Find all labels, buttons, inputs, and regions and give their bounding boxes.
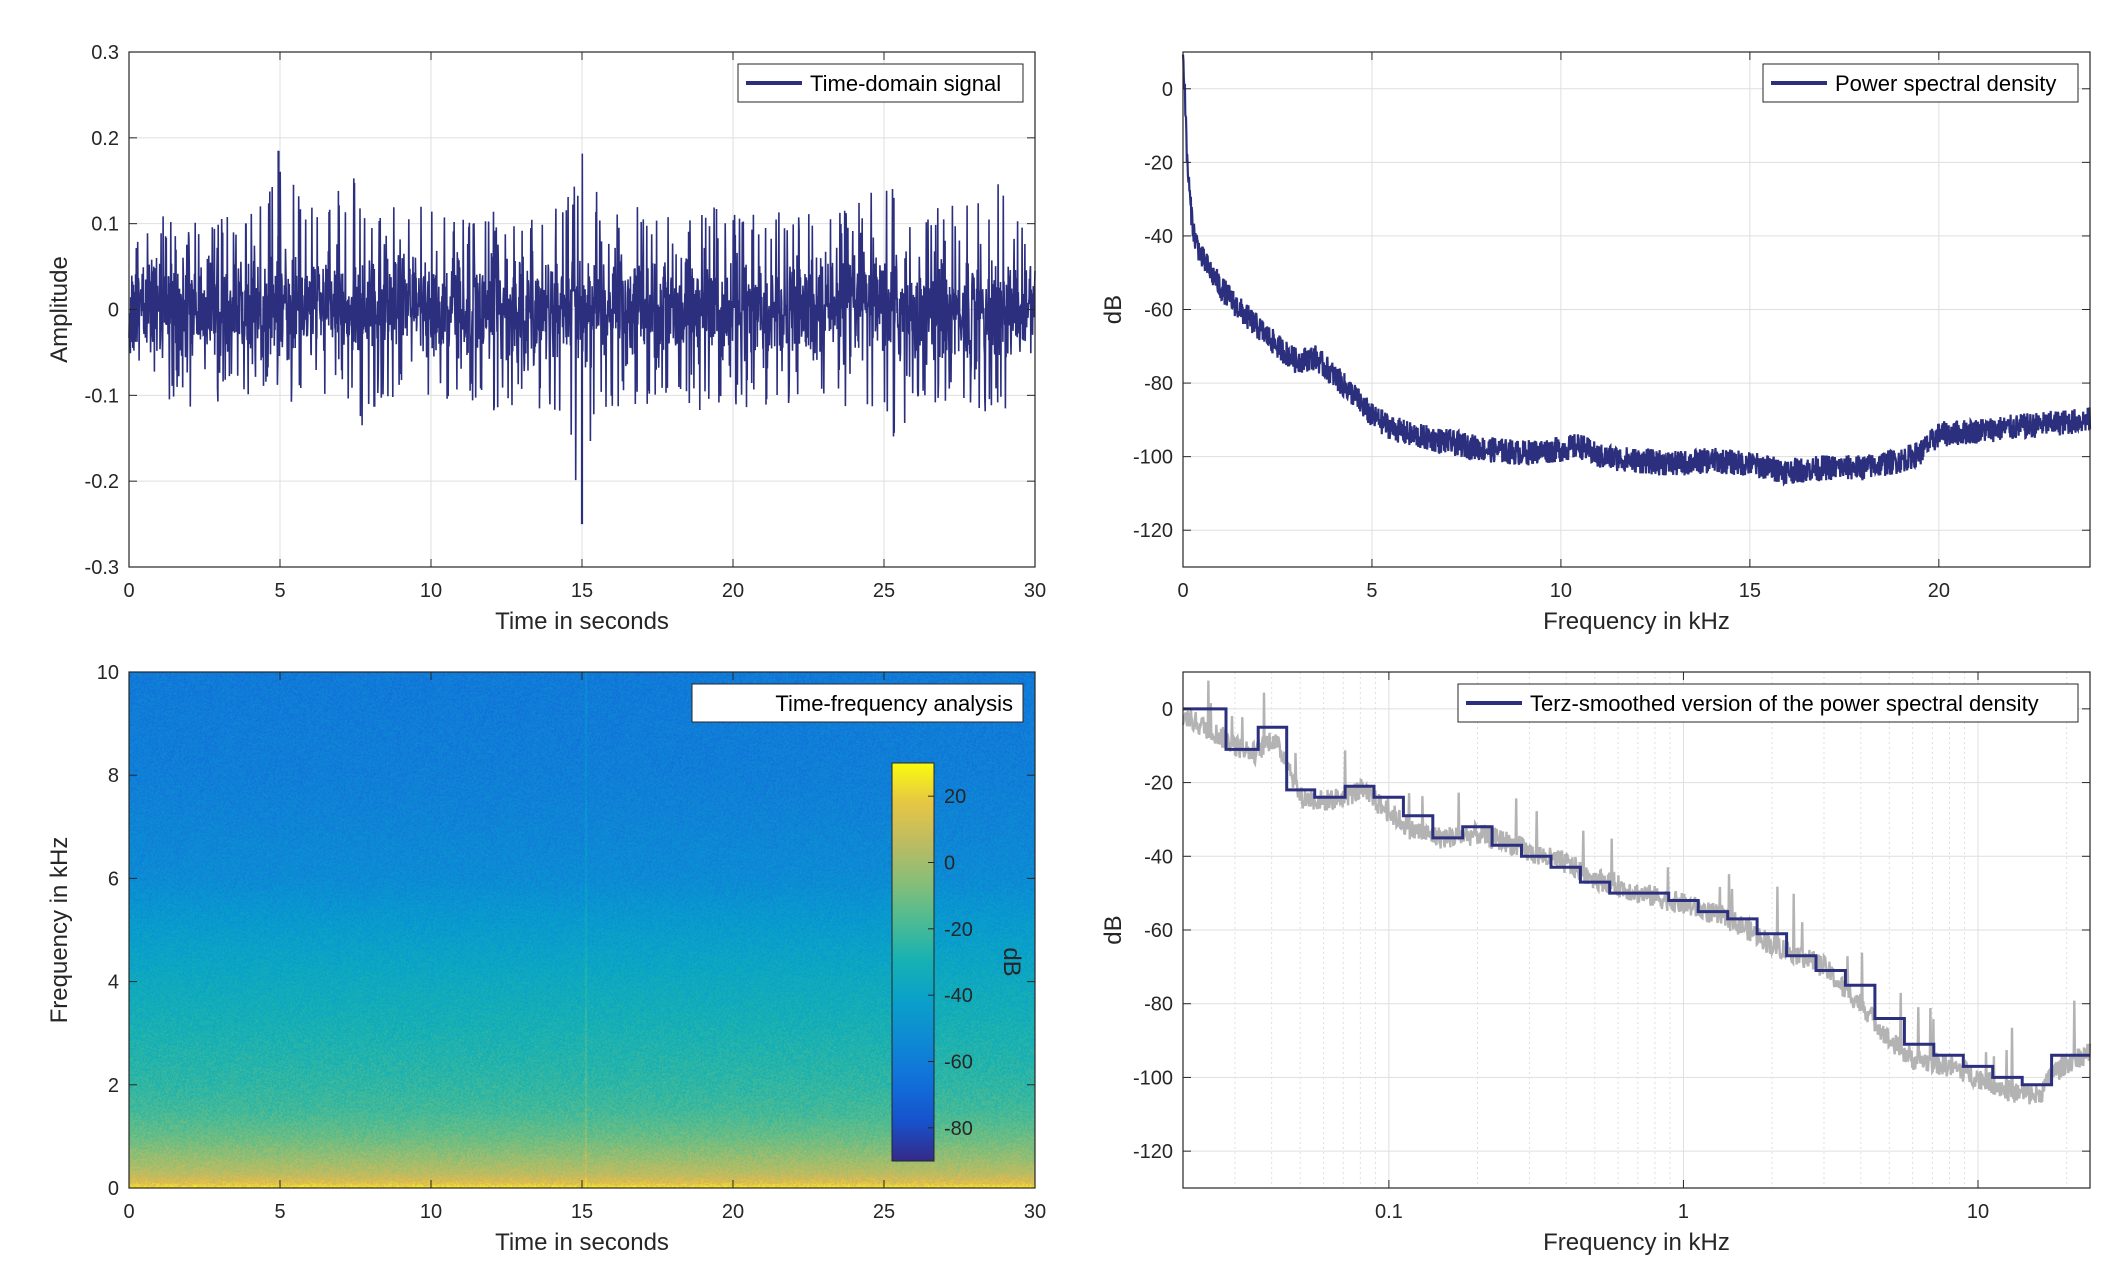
spectrogram-y-axis-label: Frequency in kHz <box>46 837 73 1024</box>
spectrogram-legend: Time-frequency analysis <box>691 683 1024 723</box>
spectrogram-x-tick-label: 15 <box>571 1201 593 1223</box>
psd-linear-legend-label: Power spectral density <box>1835 71 2056 96</box>
time-domain-y-tick-label: -0.3 <box>85 557 119 579</box>
time-domain-y-tick-label: 0.3 <box>91 42 119 64</box>
psd-terz-y-tick-label: -20 <box>1144 773 1173 795</box>
psd-linear-y-tick-label: -60 <box>1144 300 1173 322</box>
colorbar-tick-label: -80 <box>944 1118 973 1140</box>
psd-terz-legend: Terz-smoothed version of the power spect… <box>1457 683 2079 723</box>
spectrogram-y-tick-label: 8 <box>108 765 119 787</box>
colorbar-tick-label: 20 <box>944 786 966 808</box>
colorbar-tick-label: -40 <box>944 985 973 1007</box>
psd-linear-y-axis-label: dB <box>1100 295 1127 324</box>
psd-linear-ticks: 0 5 10 15 20 -120 -100 -80 -60 -40 -20 0 <box>1133 52 2090 602</box>
psd-terz-y-axis-label: dB <box>1100 915 1127 944</box>
time-domain-x-tick-label: 15 <box>571 580 593 602</box>
spectrogram-legend-label: Time-frequency analysis <box>775 691 1013 716</box>
time-domain-y-tick-label: -0.2 <box>85 471 119 493</box>
time-domain-x-axis-label: Time in seconds <box>495 608 669 635</box>
psd-terz-y-tick-label: -40 <box>1144 846 1173 868</box>
colorbar-tick-label: 0 <box>944 853 955 875</box>
psd-linear-x-tick-label: 20 <box>1928 580 1950 602</box>
psd-linear-axes: 0 5 10 15 20 -120 -100 -80 -60 -40 -20 0 Frequency … <box>1100 51 2092 635</box>
time-domain-x-tick-label: 30 <box>1024 580 1046 602</box>
psd-terz-grid <box>1183 672 2090 1188</box>
time-domain-y-tick-label: 0 <box>108 300 119 322</box>
psd-linear-x-tick-label: 15 <box>1739 580 1761 602</box>
psd-terz-axes: 0.1 1 10 -120 -100 -80 -60 -40 -20 0 Frequency in… <box>1100 671 2092 1256</box>
psd-terz-y-tick-label: -100 <box>1133 1067 1173 1089</box>
spectrogram-colorbar: -80 -60 -40 -20 0 20 dB <box>891 762 1025 1162</box>
psd-terz-x-tick-label: 0.1 <box>1375 1201 1403 1223</box>
spectrogram-y-tick-label: 6 <box>108 868 119 890</box>
colorbar-label: dB <box>998 947 1025 976</box>
psd-linear-y-tick-label: -40 <box>1144 226 1173 248</box>
spectrogram-x-tick-label: 5 <box>274 1201 285 1223</box>
time-domain-plot-area <box>128 150 1036 525</box>
psd-linear-line <box>1181 54 2092 487</box>
time-domain-x-tick-label: 25 <box>873 580 895 602</box>
spectrogram-y-tick-label: 0 <box>108 1178 119 1200</box>
spectrogram-x-tick-label: 0 <box>123 1201 134 1223</box>
psd-terz-smoothed-line <box>1183 707 2090 1087</box>
spectrogram-y-tick-label: 4 <box>108 972 119 994</box>
spectrogram-x-tick-label: 10 <box>420 1201 442 1223</box>
time-domain-ticks: 0 5 10 15 20 25 30 -0.3 -0.2 -0.1 0 0.1 0.2 0.3 <box>85 42 1047 602</box>
psd-terz-plot-area <box>1181 680 2092 1105</box>
time-domain-x-tick-label: 5 <box>274 580 285 602</box>
psd-linear-y-tick-label: -120 <box>1133 520 1173 542</box>
psd-linear-legend: Power spectral density <box>1762 63 2079 103</box>
spectrogram-legend-box <box>691 683 1024 723</box>
psd-linear-plot-area <box>1181 54 2092 487</box>
psd-linear-x-tick-label: 10 <box>1550 580 1572 602</box>
psd-raw-line <box>1181 680 2092 1105</box>
time-domain-axes: 0 5 10 15 20 25 30 -0.3 -0.2 -0.1 0 0.1 0.2 0.3 Time … <box>46 42 1046 635</box>
psd-linear-y-tick-label: -100 <box>1133 447 1173 469</box>
colorbar-ticks: -80 -60 -40 -20 0 20 <box>928 786 973 1140</box>
time-domain-x-tick-label: 10 <box>420 580 442 602</box>
spectrogram-x-tick-label: 30 <box>1024 1201 1046 1223</box>
psd-terz-ticks: 0.1 1 10 -120 -100 -80 -60 -40 -20 0 <box>1133 672 2090 1223</box>
time-domain-y-tick-label: 0.1 <box>91 214 119 236</box>
psd-linear-y-tick-label: -80 <box>1144 373 1173 395</box>
psd-linear-x-tick-label: 0 <box>1177 580 1188 602</box>
time-domain-legend: Time-domain signal <box>737 63 1024 103</box>
spectrogram-plot-area <box>129 672 1035 1188</box>
spectrogram-y-tick-label: 10 <box>97 662 119 684</box>
psd-terz-x-tick-label: 1 <box>1678 1201 1689 1223</box>
colorbar-tick-label: -20 <box>944 919 973 941</box>
colorbar-gradient <box>891 762 935 1162</box>
psd-terz-y-tick-label: -80 <box>1144 994 1173 1016</box>
time-domain-x-tick-label: 0 <box>123 580 134 602</box>
spectrogram-x-tick-label: 25 <box>873 1201 895 1223</box>
psd-linear-x-axis-label: Frequency in kHz <box>1543 608 1730 635</box>
psd-linear-y-tick-label: 0 <box>1162 79 1173 101</box>
time-domain-y-tick-label: -0.1 <box>85 385 119 407</box>
psd-terz-x-tick-label: 10 <box>1967 1201 1989 1223</box>
psd-terz-y-tick-label: 0 <box>1162 699 1173 721</box>
psd-terz-x-axis-label: Frequency in kHz <box>1543 1229 1730 1256</box>
spectrogram-x-tick-label: 20 <box>722 1201 744 1223</box>
spectrogram-heatmap <box>129 672 1035 1188</box>
colorbar-tick-label: -60 <box>944 1052 973 1074</box>
spectrogram-x-axis-label: Time in seconds <box>495 1229 669 1256</box>
spectrogram-y-tick-label: 2 <box>108 1075 119 1097</box>
psd-terz-legend-label: Terz-smoothed version of the power spect… <box>1530 691 2039 716</box>
time-domain-y-axis-label: Amplitude <box>46 256 73 363</box>
spectrogram-ticks: 0 5 10 15 20 25 30 0 2 4 6 8 10 <box>97 662 1046 1223</box>
time-domain-x-tick-label: 20 <box>722 580 744 602</box>
time-domain-legend-label: Time-domain signal <box>810 71 1001 96</box>
psd-terz-y-tick-label: -120 <box>1133 1141 1173 1163</box>
time-domain-y-tick-label: 0.2 <box>91 128 119 150</box>
spectrogram-canvas <box>129 672 1035 1188</box>
spectrogram-axes: 0 5 10 15 20 25 30 0 2 4 6 8 10 Time in seconds Freq… <box>46 662 1046 1256</box>
psd-terz-legend-box <box>1457 683 2079 723</box>
psd-linear-y-tick-label: -20 <box>1144 152 1173 174</box>
psd-terz-y-tick-label: -60 <box>1144 920 1173 942</box>
psd-linear-x-tick-label: 5 <box>1366 580 1377 602</box>
